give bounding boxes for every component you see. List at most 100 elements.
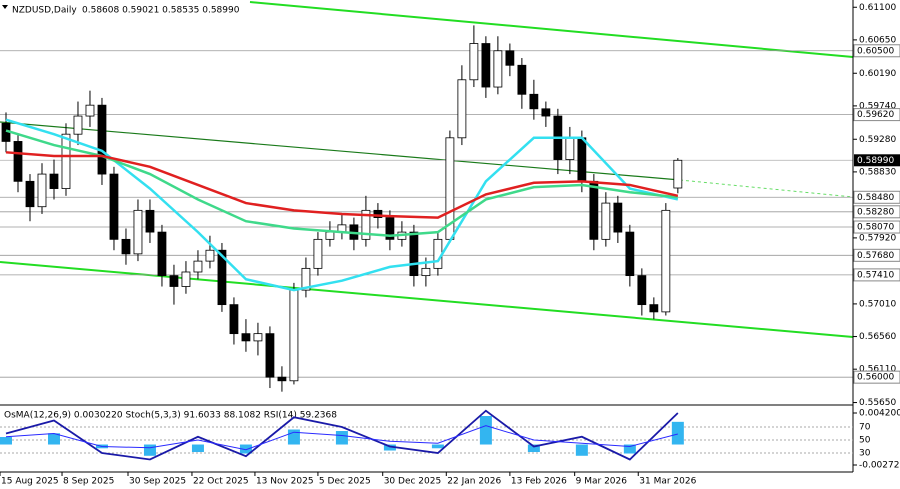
osma-bar — [0, 437, 12, 445]
header-values: 0.58608 0.59021 0.58535 0.58990 — [82, 6, 240, 16]
x-tick-label: 22 Oct 2025 — [193, 477, 249, 487]
level-label: 0.57410 — [857, 270, 894, 280]
level-box — [853, 268, 900, 282]
x-tick-label: 5 Dec 2025 — [319, 477, 371, 487]
moving-average — [5, 151, 679, 219]
osc-level-label: 50 — [859, 436, 871, 446]
y-tick-label: 0.57920 — [859, 233, 896, 243]
candle-body — [37, 173, 47, 208]
chart-title: NZDUSD,Daily — [12, 6, 77, 16]
candle-body — [121, 238, 131, 255]
y-tick-label: 0.56560 — [859, 332, 896, 342]
candle-body — [469, 43, 479, 81]
current-price-label: 0.58990 — [857, 156, 894, 166]
y-tick-label: 0.59280 — [859, 135, 896, 145]
x-tick-label: 13 Nov 2025 — [256, 477, 314, 487]
level-box — [853, 108, 900, 122]
rsi-line — [5, 425, 678, 451]
candle-body — [493, 50, 503, 88]
candle-body — [61, 133, 71, 189]
candle-body — [541, 108, 551, 117]
candle-body — [241, 333, 251, 342]
candle-body — [205, 249, 215, 262]
stoch-line — [5, 409, 679, 461]
level-label: 0.58070 — [857, 223, 894, 233]
candle-body — [277, 376, 287, 382]
candle-body — [13, 141, 23, 182]
x-tick-label: 15 Aug 2025 — [1, 477, 59, 487]
candle-body — [109, 173, 119, 240]
candle-body — [661, 209, 671, 313]
candle-body — [637, 275, 647, 306]
candle-body — [577, 137, 587, 182]
candle-body — [325, 231, 335, 240]
candle-body — [385, 217, 395, 240]
level-label: 0.59620 — [857, 110, 894, 120]
candle-body — [301, 267, 311, 291]
y-tick-label: 0.60190 — [859, 69, 896, 79]
menu-icon — [2, 5, 8, 9]
osma-bar — [671, 421, 684, 445]
candle-body — [673, 159, 683, 189]
candle-body — [49, 173, 59, 189]
candle-body — [505, 50, 515, 66]
osma-bar — [143, 444, 156, 456]
candle-body — [529, 93, 539, 110]
osc-level-label: 70 — [859, 423, 871, 433]
y-tick-label: 0.55650 — [859, 398, 896, 408]
moving-average — [5, 118, 679, 292]
level-box — [853, 190, 900, 204]
candle-body — [193, 260, 203, 273]
osma-bar — [335, 431, 348, 445]
y-tick-label: 0.60650 — [859, 35, 896, 45]
osma-bar — [623, 444, 636, 454]
x-tick-label: 8 Sep 2025 — [63, 477, 114, 487]
candle-body — [229, 304, 239, 335]
candle-body — [97, 104, 107, 175]
level-label: 0.60500 — [857, 46, 894, 56]
level-label: 0.58280 — [857, 207, 894, 217]
candle-body — [289, 289, 299, 382]
x-tick-label: 22 Jan 2026 — [447, 477, 501, 487]
level-box — [853, 44, 900, 58]
osc-tick-label: -0.002729 — [859, 461, 900, 471]
candle-body — [133, 209, 143, 255]
osma-bar — [431, 444, 444, 449]
candle-body — [265, 333, 275, 378]
x-tick-label: 30 Dec 2025 — [384, 477, 442, 487]
x-tick-label: 9 Mar 2026 — [576, 477, 628, 487]
candle-body — [85, 104, 95, 117]
candle-body — [625, 231, 635, 277]
osma-bar — [479, 416, 492, 445]
candle-body — [217, 249, 227, 306]
moving-average — [5, 129, 678, 237]
y-tick-label: 0.58830 — [859, 167, 896, 177]
osma-bar — [47, 433, 60, 445]
x-tick-label: 30 Sep 2025 — [129, 477, 186, 487]
candle-body — [181, 271, 191, 287]
y-tick-label: 0.56110 — [859, 365, 896, 375]
osc-level-label: 30 — [859, 449, 871, 459]
candle-body — [313, 238, 323, 269]
candle-body — [409, 231, 419, 277]
candle-body — [601, 202, 611, 240]
x-tick-label: 13 Feb 2026 — [511, 477, 567, 487]
level-label: 0.58480 — [857, 193, 894, 203]
osma-bar — [191, 444, 204, 453]
osma-bar — [527, 444, 540, 453]
candle-body — [253, 333, 263, 342]
candle-body — [157, 231, 167, 277]
candle-body — [73, 115, 83, 135]
candle-body — [517, 64, 527, 95]
candle-body — [373, 209, 383, 218]
oscillator-title: OsMA(12,26,9) 0.0030220 Stoch(5,3,3) 91.… — [4, 411, 337, 421]
level-label: 0.57680 — [857, 251, 894, 261]
candle-body — [421, 267, 431, 277]
y-tick-label: 0.57010 — [859, 299, 896, 309]
level-box — [853, 248, 900, 262]
trend-line — [0, 121, 681, 181]
level-box — [853, 370, 900, 384]
osma-bar — [575, 444, 588, 456]
